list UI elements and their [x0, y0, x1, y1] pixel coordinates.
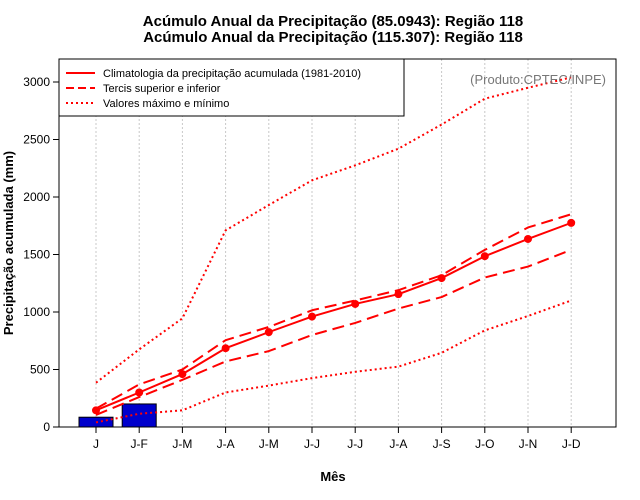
x-tick-label: J-J — [304, 437, 320, 451]
x-tick-label: J-D — [562, 437, 581, 451]
watermark-text: (Produto:CPTEC/INPE) — [470, 72, 606, 87]
y-tick-label: 1000 — [23, 305, 50, 319]
grid — [95, 59, 572, 427]
series-line-dotted-4 — [95, 299, 572, 424]
series-markers — [92, 218, 576, 415]
x-tick-label: J — [93, 437, 99, 451]
chart-title-line1: Acúmulo Anual da Precipitação (85.0943):… — [143, 13, 523, 30]
y-tick-label: 2500 — [23, 133, 50, 147]
y-tick-label: 3000 — [23, 75, 50, 89]
x-tick-label: J-M — [172, 437, 192, 451]
series-point — [480, 252, 489, 261]
series-line-dashed-2 — [95, 248, 572, 416]
series-point — [437, 274, 446, 283]
series-point — [308, 312, 316, 321]
x-tick-label: J-M — [259, 437, 279, 451]
y-tick-label: 2000 — [23, 190, 50, 204]
series-point — [524, 234, 532, 243]
series-point — [264, 328, 273, 337]
legend-entry-tercis: Tercis superior e inferior — [103, 83, 221, 95]
y-tick-label: 0 — [43, 420, 50, 434]
series-point — [135, 388, 144, 397]
x-tick-label: J-S — [433, 437, 451, 451]
legend-box — [58, 58, 405, 117]
y-tick-label: 1500 — [23, 248, 50, 262]
bar — [121, 403, 157, 428]
x-axis: J J-F J-M J-A J-M J-J J-J J-A J-S J-O J-N J-D — [93, 427, 581, 451]
legend: Climatologia da precipitação acumulada (… — [58, 58, 405, 117]
series-line-dashed-1 — [95, 213, 572, 410]
series-point — [92, 406, 100, 415]
series-lines — [95, 76, 572, 424]
series-point — [394, 290, 403, 299]
series-line-solid-0 — [95, 221, 572, 412]
y-tick-label: 500 — [30, 363, 50, 377]
y-axis-title: Precipitação acumulada (mm) — [1, 151, 16, 335]
x-tick-label: J-J — [347, 437, 363, 451]
x-axis-title: Mês — [320, 469, 345, 484]
y-axis: 0 500 1000 1500 2000 2500 3000 — [23, 75, 59, 434]
x-tick-label: J-F — [131, 437, 148, 451]
series-point — [351, 299, 360, 308]
series-point — [178, 370, 187, 379]
legend-entry-climatology: Climatologia da precipitação acumulada (… — [103, 68, 361, 80]
x-tick-label: J-A — [389, 437, 407, 451]
x-tick-label: J-N — [519, 437, 538, 451]
x-tick-label: J-O — [475, 437, 494, 451]
series-point — [567, 218, 576, 227]
chart-title-line2: Acúmulo Anual da Precipitação (115.307):… — [143, 29, 523, 46]
x-tick-label: J-A — [217, 437, 235, 451]
series-point — [221, 344, 230, 353]
legend-entry-extremes: Valores máximo e mínimo — [103, 98, 229, 110]
